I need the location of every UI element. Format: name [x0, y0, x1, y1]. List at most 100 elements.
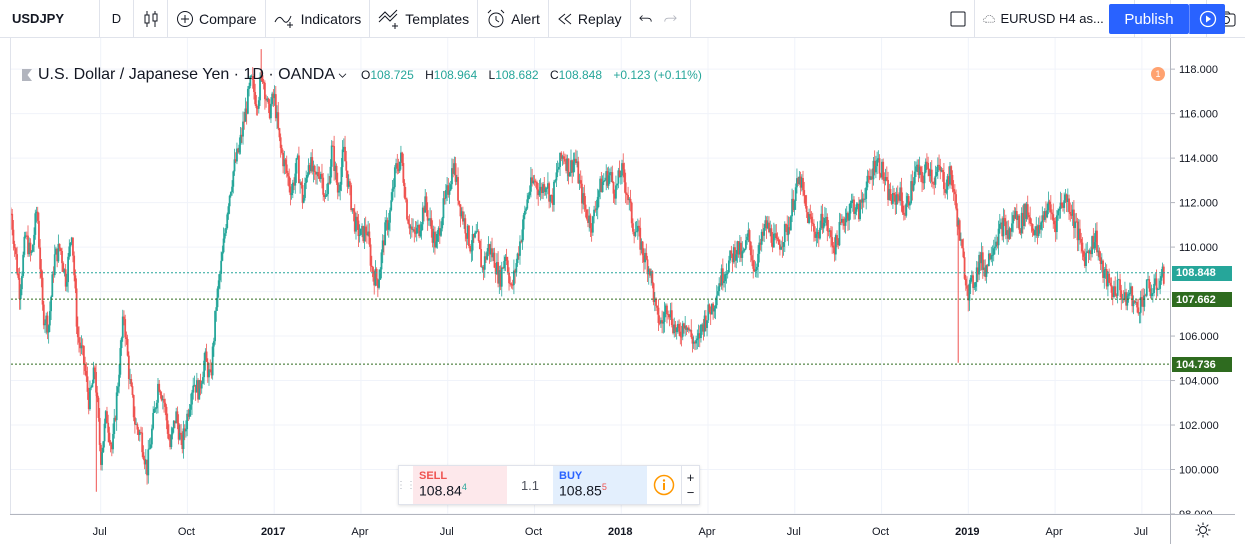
candle-body [378, 279, 380, 288]
candle-body [938, 164, 940, 167]
candle-body [521, 229, 524, 243]
candle-body [120, 338, 123, 349]
candle-body [883, 179, 886, 181]
time-axis[interactable]: Jul Oct 2017 Apr Jul Oct 2018 Apr Jul Oct 2019 Apr J… [10, 514, 1170, 544]
compare-button[interactable]: Compare [168, 0, 266, 38]
candle-body [714, 305, 717, 309]
candle-body [466, 225, 469, 239]
candle-body [885, 177, 888, 180]
candle-body [384, 222, 387, 246]
price-tick-label: 106.000 [1179, 331, 1219, 343]
increase-button[interactable]: + [686, 470, 695, 485]
candle-body [1153, 283, 1155, 293]
candle-body [30, 251, 33, 254]
candle-body [837, 240, 840, 246]
chevron-down-icon[interactable] [338, 72, 347, 79]
chart-type-button[interactable] [134, 0, 168, 38]
candle-body [1126, 295, 1129, 306]
legend-title[interactable]: U.S. Dollar / Japanese Yen · 1D · OANDA [38, 66, 336, 83]
candle-body [243, 121, 246, 123]
candle-body [766, 222, 769, 229]
candle-body [1079, 228, 1081, 240]
candle-body [947, 176, 950, 185]
candle-body [669, 310, 672, 318]
decrease-button[interactable]: − [686, 485, 695, 500]
candle-body [729, 250, 732, 261]
candle-body [839, 221, 842, 223]
candles-icon [144, 10, 157, 27]
candle-body [738, 242, 741, 255]
info-button[interactable] [647, 466, 681, 504]
candle-body [804, 195, 807, 207]
candle-body [344, 146, 346, 162]
candle-body [771, 242, 774, 248]
candle-body [902, 212, 905, 215]
redo-icon[interactable] [663, 12, 677, 26]
candle-body [743, 248, 746, 251]
candle-body [627, 195, 629, 201]
candle-body [590, 228, 593, 233]
candle-body [282, 152, 285, 167]
candle-body [628, 198, 631, 201]
price-tick-label: 114.000 [1179, 153, 1218, 165]
candle-body [687, 327, 690, 331]
candle-body [36, 211, 39, 221]
candle-body [783, 224, 786, 243]
candle-body [477, 231, 480, 241]
alert-button[interactable]: Alert [478, 0, 549, 38]
candle-body [907, 196, 910, 206]
drag-handle[interactable]: ⋮⋮ [396, 479, 416, 491]
candle-body [458, 200, 461, 205]
candle-body [814, 231, 817, 238]
candle-body [79, 342, 82, 349]
candle-body [851, 199, 854, 201]
candle-body [894, 195, 897, 205]
candle-body [740, 242, 742, 258]
indicators-button[interactable]: Indicators [266, 0, 371, 38]
time-tick-label: 2018 [608, 526, 632, 538]
chart-pane[interactable] [10, 38, 1171, 515]
candle-body [206, 361, 209, 378]
candle-body [293, 182, 295, 186]
candle-body [686, 327, 689, 330]
undo-icon[interactable] [638, 12, 653, 26]
fullscreen-rect-button[interactable] [941, 0, 975, 38]
chart-settings-corner[interactable] [1170, 514, 1235, 544]
price-chart[interactable] [10, 38, 1171, 515]
candle-body [607, 175, 610, 186]
candle-body [985, 265, 988, 277]
candle-body [301, 185, 304, 203]
candle-body [547, 183, 549, 189]
candle-body [342, 146, 345, 150]
interval-button[interactable]: D [100, 0, 134, 38]
candle-body [72, 237, 74, 256]
sell-button[interactable]: SELL 108.844 [413, 466, 507, 504]
candle-body [536, 182, 538, 190]
candle-body [290, 193, 293, 196]
candle-body [347, 181, 350, 187]
play-button[interactable] [1189, 4, 1225, 34]
candle-body [1036, 226, 1039, 236]
candle-body [1108, 273, 1111, 283]
candle-body [832, 245, 835, 248]
candle-body [246, 88, 249, 114]
candle-body [23, 236, 26, 255]
flag-icon [22, 69, 32, 81]
candle-body [1029, 217, 1032, 224]
publish-button[interactable]: Publish [1109, 4, 1189, 34]
candle-body [1064, 194, 1067, 201]
time-tick-label: Apr [1046, 526, 1063, 538]
candle-body [746, 236, 749, 241]
candle-body [720, 268, 723, 286]
replay-button[interactable]: Replay [549, 0, 631, 38]
candle-body [764, 220, 767, 228]
change-value: +0.123 (+0.11%) [613, 68, 702, 82]
candle-body [504, 256, 507, 261]
templates-button[interactable]: Templates [370, 0, 479, 38]
candle-body [819, 227, 821, 239]
buy-button[interactable]: BUY 108.855 [553, 466, 647, 504]
notification-badge[interactable]: 1 [1151, 67, 1165, 81]
symbol-search-button[interactable]: USDJPY [0, 0, 100, 38]
candle-body [827, 230, 830, 232]
interval-label: D [111, 11, 122, 26]
